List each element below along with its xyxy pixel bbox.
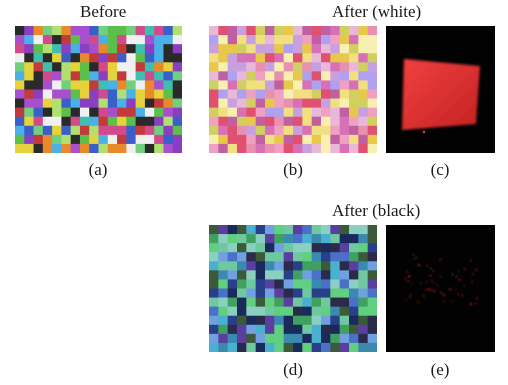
caption-e: (e) [430, 360, 450, 379]
panel-e-image [404, 253, 479, 306]
panel-a-mosaic [15, 26, 182, 153]
panel-b-mosaic [209, 26, 377, 153]
red-projection-shape [402, 59, 480, 130]
panel-c-image [402, 59, 480, 134]
panel-e-faint-red [386, 225, 495, 352]
mosaic-a-image [15, 26, 182, 153]
heading-after-black: After (black) [332, 201, 421, 220]
caption-c: (c) [430, 160, 450, 179]
caption-b: (b) [283, 160, 303, 179]
caption-d: (d) [283, 360, 303, 379]
panel-d-mosaic [209, 225, 377, 352]
heading-before: Before [80, 2, 127, 21]
heading-after-white: After (white) [332, 2, 422, 21]
panel-c-red-glow [386, 26, 495, 153]
caption-a: (a) [88, 160, 108, 179]
mosaic-d-image [209, 225, 377, 352]
mosaic-b-image [209, 26, 377, 153]
